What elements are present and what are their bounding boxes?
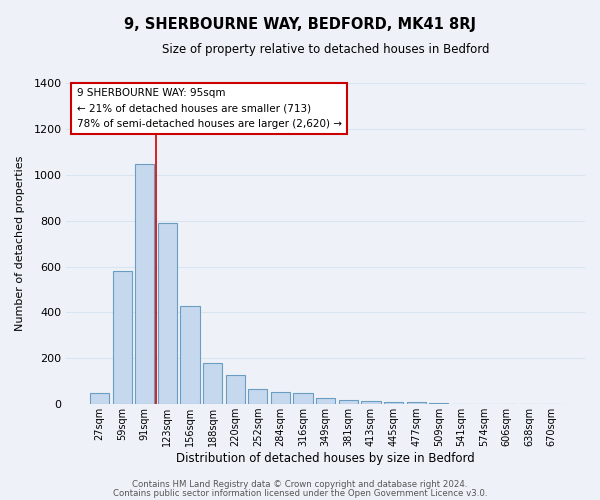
Bar xyxy=(361,400,380,404)
Bar xyxy=(135,164,154,404)
Bar xyxy=(158,223,177,404)
Bar xyxy=(293,392,313,404)
Bar xyxy=(203,363,222,404)
Bar xyxy=(113,271,132,404)
Bar xyxy=(407,402,426,404)
Bar xyxy=(271,392,290,404)
Y-axis label: Number of detached properties: Number of detached properties xyxy=(15,156,25,332)
Text: Contains public sector information licensed under the Open Government Licence v3: Contains public sector information licen… xyxy=(113,488,487,498)
Text: Contains HM Land Registry data © Crown copyright and database right 2024.: Contains HM Land Registry data © Crown c… xyxy=(132,480,468,489)
Bar xyxy=(248,390,268,404)
Bar xyxy=(181,306,200,404)
X-axis label: Distribution of detached houses by size in Bedford: Distribution of detached houses by size … xyxy=(176,452,475,465)
Text: 9 SHERBOURNE WAY: 95sqm
← 21% of detached houses are smaller (713)
78% of semi-d: 9 SHERBOURNE WAY: 95sqm ← 21% of detache… xyxy=(77,88,341,129)
Bar xyxy=(90,392,109,404)
Text: 9, SHERBOURNE WAY, BEDFORD, MK41 8RJ: 9, SHERBOURNE WAY, BEDFORD, MK41 8RJ xyxy=(124,18,476,32)
Bar xyxy=(226,376,245,404)
Bar xyxy=(316,398,335,404)
Bar xyxy=(338,400,358,404)
Bar xyxy=(384,402,403,404)
Title: Size of property relative to detached houses in Bedford: Size of property relative to detached ho… xyxy=(162,42,490,56)
